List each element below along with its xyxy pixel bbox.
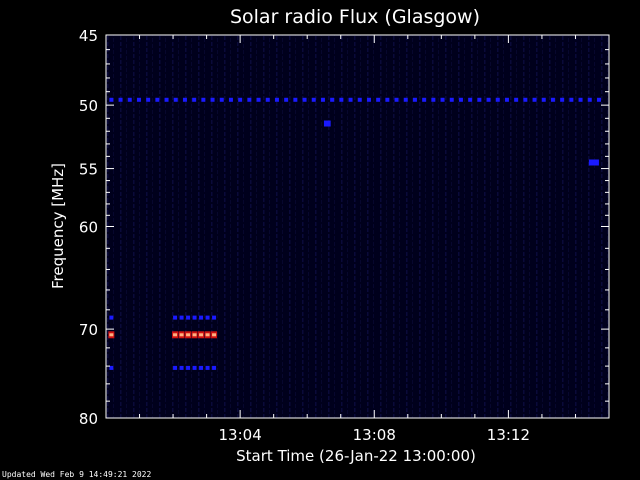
line-segment bbox=[247, 97, 252, 102]
y-tick-label: 60 bbox=[79, 219, 98, 237]
emission-spot bbox=[323, 120, 331, 127]
line-segment bbox=[403, 97, 408, 102]
line-segment bbox=[201, 97, 206, 102]
y-tick-label: 50 bbox=[79, 97, 98, 115]
line-segment bbox=[532, 97, 537, 102]
line-segment bbox=[182, 97, 187, 102]
burst-mark bbox=[179, 315, 184, 320]
burst-mark bbox=[173, 365, 178, 370]
line-segment bbox=[431, 97, 436, 102]
burst-mark bbox=[173, 315, 178, 320]
burst-mark bbox=[179, 365, 184, 370]
line-segment bbox=[486, 97, 491, 102]
y-tick-label: 80 bbox=[79, 410, 98, 428]
y-axis: 45 50 55 60 70 80 bbox=[79, 27, 609, 428]
line-segment bbox=[495, 97, 500, 102]
line-segment bbox=[422, 97, 427, 102]
x-tick-label: 13:04 bbox=[219, 426, 262, 444]
burst-mark bbox=[199, 333, 204, 337]
line-segment bbox=[412, 97, 417, 102]
line-segment bbox=[320, 97, 325, 102]
line-segment bbox=[458, 97, 463, 102]
plot-area bbox=[106, 35, 609, 418]
burst-mark bbox=[212, 365, 217, 370]
line-segment bbox=[311, 97, 316, 102]
line-segment bbox=[596, 97, 601, 102]
burst-mark bbox=[199, 365, 204, 370]
line-segment bbox=[256, 97, 261, 102]
spectrogram-marks bbox=[108, 97, 601, 370]
burst-mark bbox=[205, 315, 210, 320]
x-axis: 13:04 13:08 13:12 bbox=[139, 35, 576, 444]
updated-timestamp: Updated Wed Feb 9 14:49:21 2022 bbox=[2, 470, 152, 479]
line-segment bbox=[192, 97, 197, 102]
burst-mark bbox=[212, 315, 217, 320]
line-segment bbox=[385, 97, 390, 102]
line-segment bbox=[146, 97, 151, 102]
y-tick-label: 55 bbox=[79, 161, 98, 179]
line-segment bbox=[376, 97, 381, 102]
burst-mark bbox=[186, 333, 191, 337]
line-segment bbox=[449, 97, 454, 102]
y-axis-label: Frequency [MHz] bbox=[49, 163, 67, 289]
line-segment bbox=[339, 97, 344, 102]
burst-mark bbox=[109, 315, 114, 320]
burst-mark bbox=[192, 315, 197, 320]
line-segment bbox=[265, 97, 270, 102]
emission-spot bbox=[588, 159, 599, 166]
line-segment bbox=[293, 97, 298, 102]
y-tick-label: 45 bbox=[79, 27, 98, 45]
line-segment bbox=[578, 97, 583, 102]
line-segment bbox=[587, 97, 592, 102]
line-segment bbox=[440, 97, 445, 102]
chart-title: Solar radio Flux (Glasgow) bbox=[230, 6, 480, 28]
line-segment bbox=[560, 97, 565, 102]
burst-mark bbox=[192, 365, 197, 370]
line-segment bbox=[366, 97, 371, 102]
line-segment bbox=[118, 97, 123, 102]
line-segment bbox=[173, 97, 178, 102]
burst-mark bbox=[199, 315, 204, 320]
line-segment bbox=[219, 97, 224, 102]
burst-mark bbox=[109, 365, 114, 370]
line-segment bbox=[550, 97, 555, 102]
burst-mark bbox=[179, 333, 184, 337]
line-segment bbox=[514, 97, 519, 102]
line-segment bbox=[394, 97, 399, 102]
line-segment bbox=[330, 97, 335, 102]
line-segment bbox=[274, 97, 279, 102]
line-segment bbox=[210, 97, 215, 102]
line-segment bbox=[348, 97, 353, 102]
line-segment bbox=[569, 97, 574, 102]
y-tick-label: 70 bbox=[79, 321, 98, 339]
line-segment bbox=[164, 97, 169, 102]
line-segment bbox=[136, 97, 141, 102]
line-segment bbox=[302, 97, 307, 102]
line-segment bbox=[541, 97, 546, 102]
x-tick-label: 13:08 bbox=[353, 426, 396, 444]
burst-mark bbox=[109, 333, 114, 337]
burst-mark bbox=[186, 365, 191, 370]
x-tick-label: 13:12 bbox=[487, 426, 530, 444]
line-segment bbox=[127, 97, 132, 102]
burst-mark bbox=[205, 333, 210, 337]
burst-mark bbox=[192, 333, 197, 337]
line-segment bbox=[523, 97, 528, 102]
line-segment bbox=[109, 97, 114, 102]
burst-mark bbox=[212, 333, 217, 337]
line-segment bbox=[468, 97, 473, 102]
line-segment bbox=[238, 97, 243, 102]
line-segment bbox=[477, 97, 482, 102]
burst-mark bbox=[186, 315, 191, 320]
line-segment bbox=[155, 97, 160, 102]
line-segment bbox=[228, 97, 233, 102]
burst-mark bbox=[205, 365, 210, 370]
x-axis-label: Start Time (26-Jan-22 13:00:00) bbox=[236, 447, 476, 465]
burst-mark bbox=[173, 333, 178, 337]
line-segment bbox=[357, 97, 362, 102]
line-segment bbox=[504, 97, 509, 102]
line-segment bbox=[284, 97, 289, 102]
